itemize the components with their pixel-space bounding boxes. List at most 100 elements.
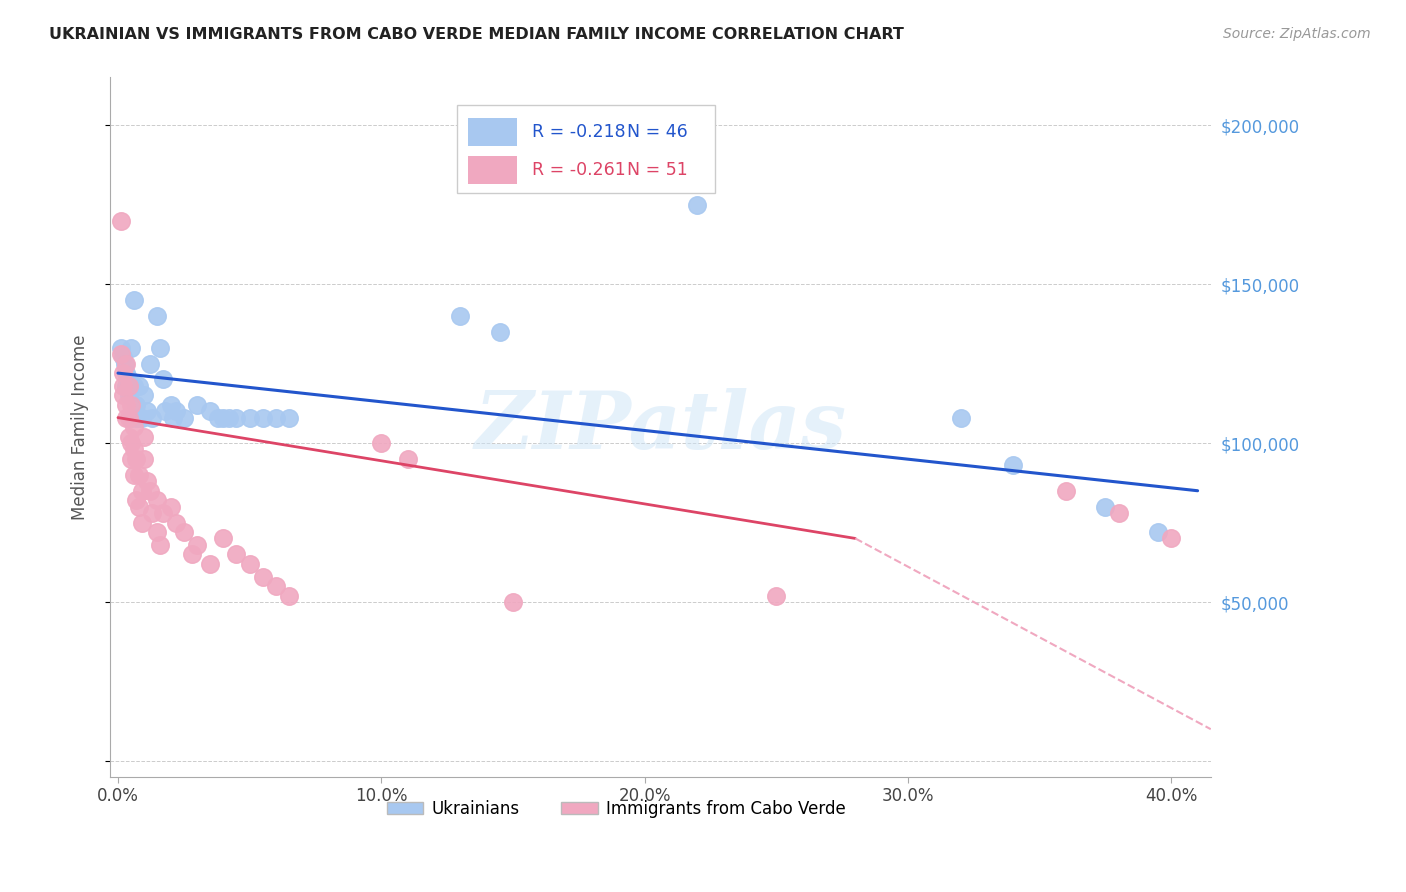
Point [117,388,139,402]
Point [115,357,138,371]
Point [225,410,247,425]
Point [278,589,301,603]
Point [120,436,142,450]
Point [186,398,208,412]
Point [686,197,709,211]
Y-axis label: Median Family Income: Median Family Income [72,334,89,520]
Point [502,595,524,609]
Point [134,430,156,444]
Point [125,493,148,508]
Point [115,410,138,425]
Point [120,410,142,425]
Point [212,532,235,546]
Point [122,420,145,434]
Point [146,524,169,539]
Point [165,404,187,418]
Point [1160,532,1182,546]
Point [207,410,229,425]
Bar [457,105,716,193]
Point [198,557,221,571]
Point [264,410,287,425]
Point [112,366,135,380]
Point [128,379,150,393]
Point [117,379,139,393]
Point [252,569,274,583]
Point [141,410,163,425]
Point [115,379,138,393]
Text: Source: ZipAtlas.com: Source: ZipAtlas.com [1223,27,1371,41]
Point [146,309,169,323]
Point [264,579,287,593]
Point [252,410,274,425]
Point [112,350,135,364]
Point [141,506,163,520]
Point [115,398,138,412]
Point [1094,500,1116,514]
Point [131,483,153,498]
Point [125,398,148,412]
Point [110,341,132,355]
Point [110,347,132,361]
Text: N = 51: N = 51 [627,161,688,179]
Point [112,379,135,393]
Point [239,557,262,571]
Point [117,372,139,386]
Point [198,404,221,418]
Point [128,410,150,425]
Point [122,442,145,457]
Point [155,404,177,418]
Point [120,452,142,467]
Point [122,379,145,393]
Point [112,388,135,402]
Point [449,309,471,323]
Point [128,500,150,514]
Point [136,404,159,418]
Bar [468,156,517,185]
Point [159,500,181,514]
Point [110,213,132,227]
Point [212,410,235,425]
Point [165,516,187,530]
Point [159,398,181,412]
Point [218,410,240,425]
Point [488,325,510,339]
Point [633,134,655,148]
Point [122,467,145,482]
Point [173,524,195,539]
Point [146,493,169,508]
Point [114,357,136,371]
Point [180,547,202,561]
Point [120,341,142,355]
Point [138,357,160,371]
Point [136,474,159,488]
Point [152,372,174,386]
Point [173,410,195,425]
Point [149,538,172,552]
Point [138,483,160,498]
Text: R = -0.261: R = -0.261 [531,161,626,179]
Point [239,410,262,425]
Point [128,467,150,482]
Point [186,538,208,552]
Point [117,430,139,444]
Point [1108,506,1130,520]
Point [1002,458,1025,473]
Point [134,452,156,467]
Point [949,410,972,425]
Point [162,410,184,425]
Point [765,589,787,603]
Text: UKRAINIAN VS IMMIGRANTS FROM CABO VERDE MEDIAN FAMILY INCOME CORRELATION CHART: UKRAINIAN VS IMMIGRANTS FROM CABO VERDE … [49,27,904,42]
Point [131,516,153,530]
Point [1054,483,1077,498]
Point [396,452,419,467]
Legend: Ukrainians, Immigrants from Cabo Verde: Ukrainians, Immigrants from Cabo Verde [380,793,853,824]
Point [370,436,392,450]
Point [125,452,148,467]
Point [117,410,139,425]
Point [120,398,142,412]
Point [278,410,301,425]
Point [152,506,174,520]
Text: N = 46: N = 46 [627,123,688,141]
Point [149,341,172,355]
Point [134,388,156,402]
